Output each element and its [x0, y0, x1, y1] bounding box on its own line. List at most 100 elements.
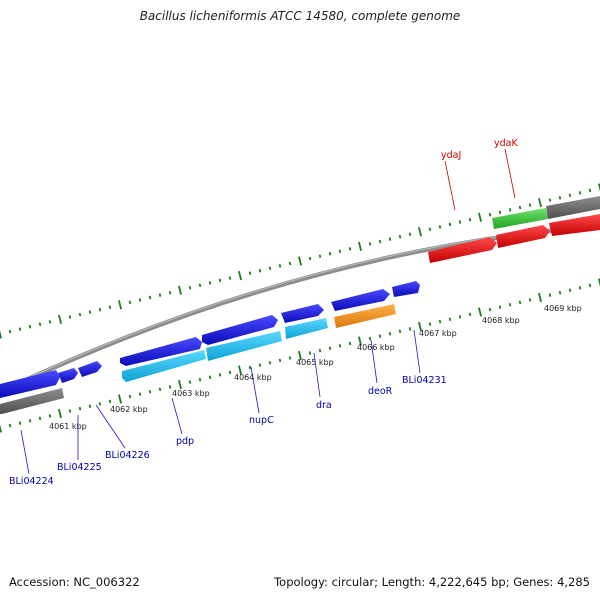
upper-track-tick [568, 193, 572, 198]
gene-deoR-forward[interactable] [331, 289, 390, 311]
upper-track-tick [48, 320, 52, 324]
lower-track-tick [158, 387, 162, 392]
lower-track-tick [108, 399, 112, 404]
label-ydaJ[interactable]: ydaJ [441, 150, 461, 161]
lower-track-tick [88, 404, 92, 409]
lower-track-tick [288, 356, 292, 360]
gene-nupC-cyan[interactable] [206, 331, 282, 361]
gene-leader-lines-red [444, 148, 516, 211]
label-deoR[interactable]: deoR [368, 386, 393, 397]
gene-BLi04224[interactable] [0, 370, 60, 398]
upper-track-tick [248, 271, 252, 275]
lower-track-tick [128, 394, 132, 399]
lower-track-tick [148, 389, 152, 394]
lower-track-tick [78, 406, 82, 411]
upper-track-tick [38, 322, 42, 327]
lower-track-tick [348, 341, 352, 346]
label-nupC[interactable]: nupC [249, 415, 274, 426]
lower-track-tick [118, 394, 122, 404]
accession-text: Accession: NC_006322 [9, 575, 140, 589]
lower-track-tick [208, 375, 212, 380]
lower-track-tick [518, 300, 522, 305]
label-BLi04225[interactable]: BLi04225 [57, 462, 102, 473]
upper-track-tick [298, 256, 302, 266]
upper-track-tick [188, 285, 192, 290]
lower-track-tick [0, 424, 2, 433]
gene-BLi04231[interactable] [392, 281, 420, 297]
label-BLi04231[interactable]: BLi04231 [402, 375, 447, 386]
upper-track-tick [168, 290, 172, 295]
lower-track-tick [58, 408, 62, 419]
gene-grey-right[interactable] [546, 196, 600, 219]
label-BLi04226[interactable]: BLi04226 [105, 450, 150, 461]
lower-track-tick [458, 315, 462, 319]
upper-track-tick [538, 197, 542, 208]
gene-red-3[interactable] [549, 214, 600, 236]
lower-track-tick [38, 416, 42, 421]
leader-deoR [370, 339, 378, 384]
kbp-label-4065: 4065 kbp [296, 358, 334, 367]
gene-dra-cyan[interactable] [285, 318, 328, 339]
gene-grey-segment[interactable] [0, 388, 64, 414]
upper-track-tick [318, 254, 322, 258]
kbp-label-4066: 4066 kbp [357, 343, 395, 352]
upper-track-tick [398, 234, 402, 239]
upper-track-tick [118, 300, 122, 310]
upper-track-tick [378, 239, 382, 244]
lower-track-tick [548, 293, 552, 297]
upper-track-tick [338, 249, 342, 254]
upper-track-tick [258, 268, 262, 273]
label-ydaK[interactable]: ydaK [494, 138, 518, 149]
upper-track-tick [0, 330, 2, 339]
upper-track-tick [488, 212, 492, 217]
lower-track-tick [418, 321, 422, 332]
upper-track-tick [328, 251, 332, 256]
lower-track-tick [508, 302, 512, 307]
leader-BLi04226 [95, 404, 126, 449]
gene-ydaK[interactable] [492, 208, 548, 229]
lower-track-tick [68, 409, 72, 413]
gene-dra[interactable] [281, 304, 324, 323]
gene-deoR[interactable] [334, 304, 396, 328]
leader-nupC [250, 366, 260, 414]
upper-track-tick [18, 327, 22, 331]
upper-track-tick [228, 276, 232, 280]
upper-track-tick [588, 188, 592, 193]
upper-track-tick [158, 293, 162, 297]
leader-ydaJ [444, 160, 456, 211]
upper-track-tick [128, 300, 132, 305]
gene-BLi04225[interactable] [58, 368, 78, 383]
lower-track-tick [328, 346, 332, 351]
genome-title: Bacillus licheniformis ATCC 14580, compl… [139, 9, 461, 23]
gene-pdp[interactable] [120, 337, 202, 366]
lower-track-tick [428, 322, 432, 326]
genome-summary-text: Topology: circular; Length: 4,222,645 bp… [274, 575, 590, 589]
gene-pdp-cyan[interactable] [122, 350, 206, 382]
upper-track-tick [178, 285, 182, 295]
gene-red-1[interactable] [428, 237, 497, 263]
upper-track-tick [88, 310, 92, 314]
lower-track-tick [408, 327, 412, 331]
gene-BLi04226[interactable] [78, 361, 102, 377]
upper-track-tick [108, 305, 112, 310]
lower-track-tick [558, 290, 562, 295]
leader-BLi04231 [413, 329, 421, 374]
lower-track-tick [598, 278, 600, 287]
gene-nupC[interactable] [202, 315, 278, 345]
upper-track-tick [238, 270, 242, 281]
lower-track-tick [278, 358, 282, 363]
label-dra[interactable]: dra [316, 400, 332, 411]
lower-track-tick [438, 319, 442, 324]
label-pdp[interactable]: pdp [176, 436, 194, 447]
upper-track-tick [458, 220, 462, 224]
leader-pdp [171, 397, 183, 435]
leader-BLi04224 [20, 429, 30, 475]
lower-track-tick [28, 418, 32, 423]
lower-track-tick [138, 392, 142, 396]
gene-ydaJ[interactable] [496, 225, 550, 248]
lower-track-tick [198, 377, 202, 382]
label-BLi04224[interactable]: BLi04224 [9, 476, 54, 487]
lower-track-tick [568, 288, 572, 293]
upper-track-tick [448, 222, 452, 227]
